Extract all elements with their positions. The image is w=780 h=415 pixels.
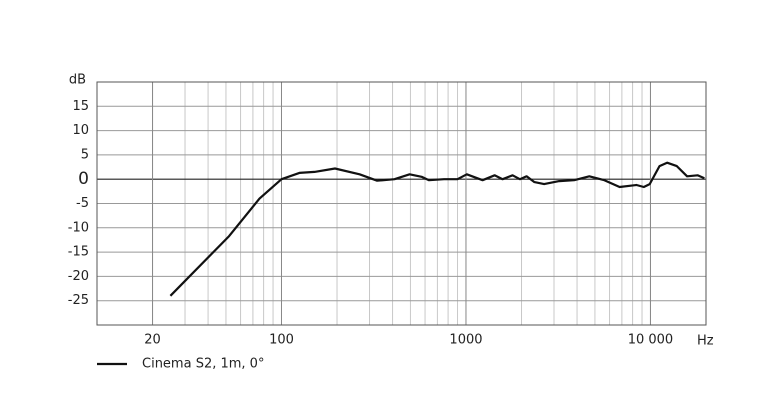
y-tick-label: -20 [68, 269, 89, 284]
y-tick-label: -25 [68, 293, 89, 308]
y-tick-label: 0 [78, 169, 89, 189]
y-tick-label: 15 [72, 99, 89, 114]
y-tick-label: -10 [68, 220, 89, 235]
y-tick-label: -15 [68, 245, 89, 260]
data-line [169, 161, 705, 297]
y-axis-label: dB [69, 73, 86, 88]
x-tick-label: 1000 [449, 333, 482, 348]
x-axis-label: Hz [697, 334, 714, 349]
legend-label: Cinema S2, 1m, 0° [142, 357, 264, 372]
x-tick-label: 10 000 [628, 333, 674, 348]
x-tick-label: 20 [144, 333, 161, 348]
y-tick-label: -5 [76, 196, 89, 211]
y-tick-label: 5 [81, 147, 89, 162]
x-tick-label: 100 [269, 333, 294, 348]
y-tick-label: 10 [72, 123, 89, 138]
plot-frame [96, 81, 707, 326]
